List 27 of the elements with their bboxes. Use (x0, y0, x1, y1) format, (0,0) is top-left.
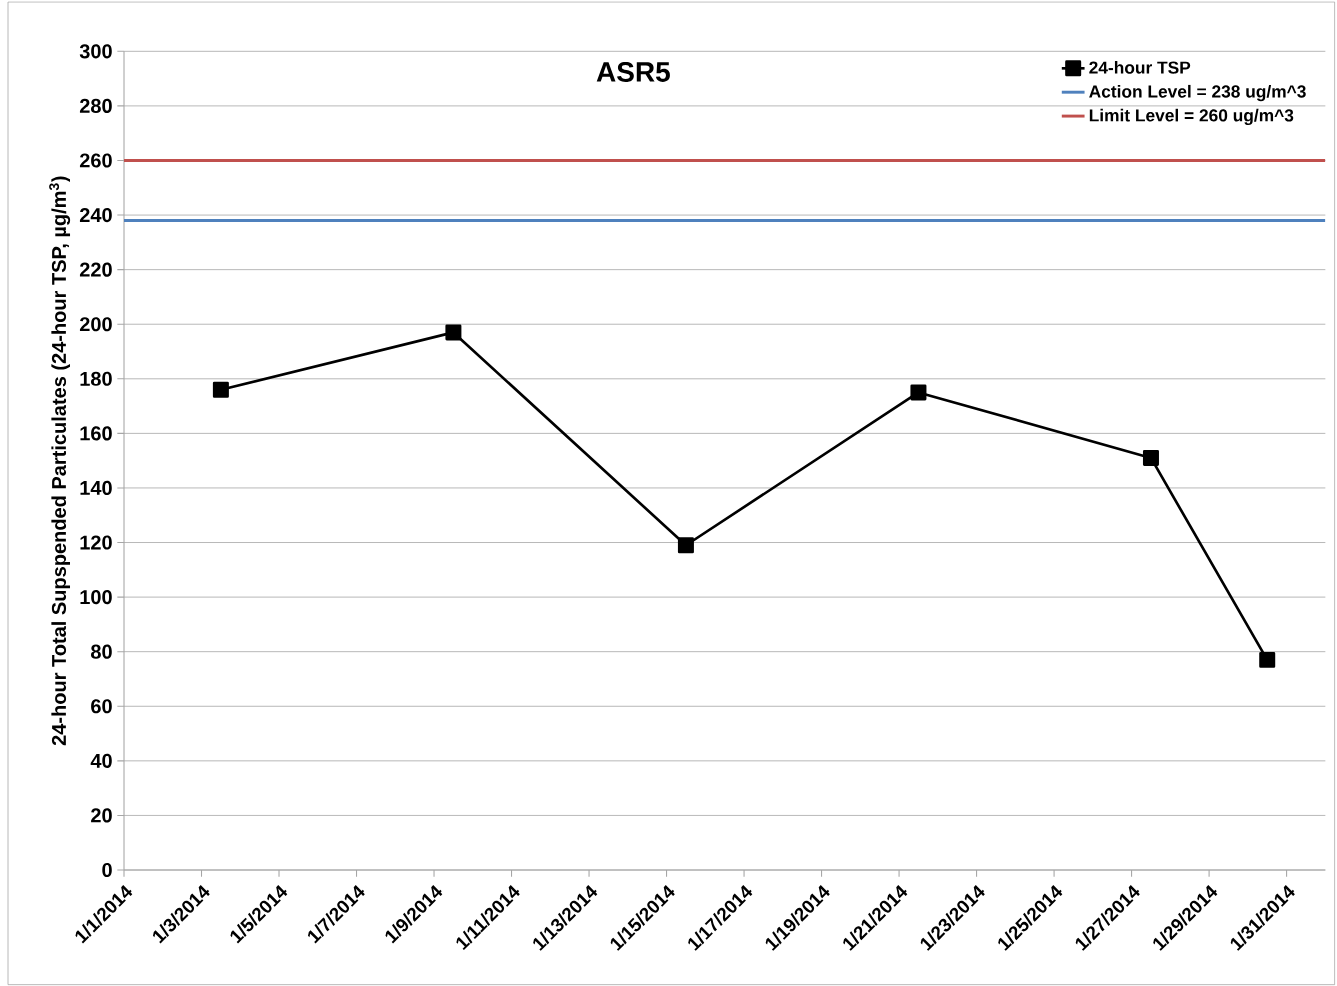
y-tick-label: 200 (79, 317, 112, 332)
y-tick-label: 300 (79, 44, 112, 59)
legend-label: Action Level = 238 ug/m^3 (1089, 84, 1306, 102)
y-tick-label: 60 (91, 699, 112, 714)
y-tick-label: 240 (79, 207, 112, 223)
point (445, 324, 462, 341)
y-tick-label: 280 (79, 98, 112, 113)
y-tick-label: 160 (80, 426, 112, 441)
y-tick-label: 140 (80, 480, 112, 496)
point (1142, 449, 1159, 466)
point (910, 384, 927, 401)
chart-title: ASR5 (596, 62, 670, 82)
legend-label: Limit Level = 260 ug/m^3 (1089, 108, 1294, 126)
point (1259, 651, 1276, 668)
y-axis-title: 24-hour Total Supspended Particulates (24-hour TSP, µg/m$^{3}$) (49, 176, 71, 746)
y-tick-label: 120 (80, 535, 112, 550)
point (212, 381, 229, 398)
y-tick-label: 80 (91, 644, 112, 659)
y-tick-label: 0 (102, 862, 112, 878)
point (677, 537, 694, 554)
y-tick-label: 180 (80, 371, 112, 386)
y-tick-label: 220 (79, 262, 112, 277)
legend-label: 24-hour TSP (1089, 61, 1191, 74)
y-tick-label: 40 (90, 753, 112, 768)
y-tick-label: 20 (91, 808, 112, 823)
y-tick-label: 260 (79, 153, 112, 168)
y-tick-label: 100 (80, 590, 112, 605)
